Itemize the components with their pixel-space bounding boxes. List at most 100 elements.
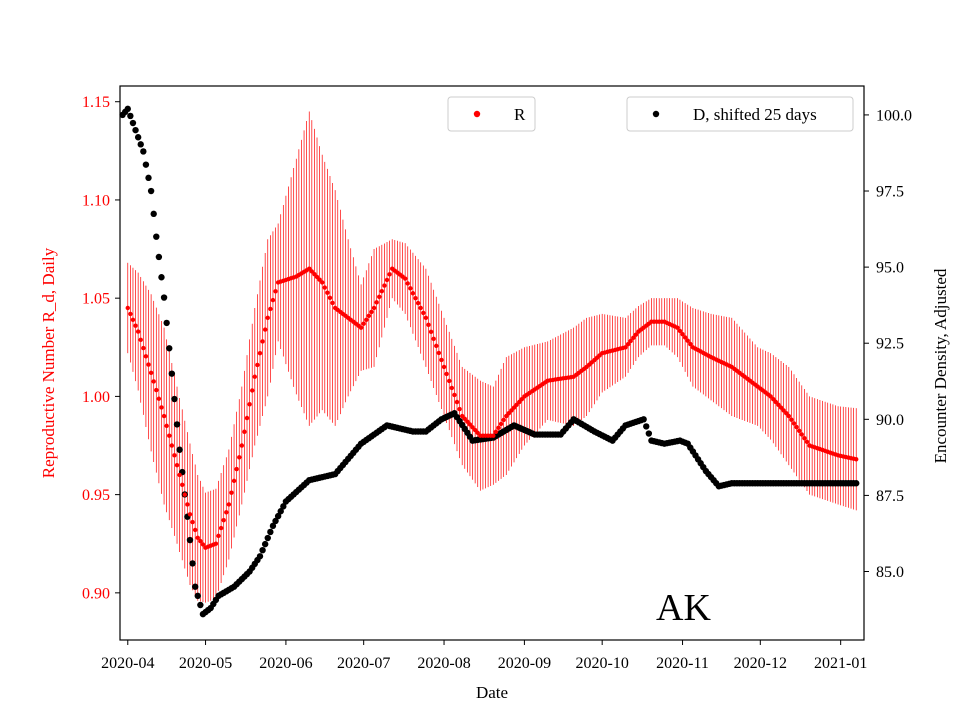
d-point	[197, 601, 204, 609]
r-point	[682, 335, 688, 340]
d-point	[163, 319, 170, 327]
right-y-axis-ticks: 85.0 87.5 90.0 92.5 95.0 97.5 100.0	[864, 107, 912, 581]
legend-r-label: R	[514, 105, 526, 124]
r-point	[459, 413, 465, 419]
r-point	[182, 492, 188, 497]
x-tick-label: 2020-04	[101, 655, 154, 672]
r-point	[423, 315, 429, 321]
r-point	[470, 425, 475, 430]
r-point	[229, 490, 234, 495]
left-y-tick-label: 1.15	[82, 94, 110, 111]
x-tick-label: 2020-12	[734, 655, 787, 672]
d-point	[640, 416, 647, 423]
r-point	[493, 429, 499, 434]
left-y-tick-label: 0.90	[82, 585, 110, 602]
d-point	[129, 119, 137, 127]
left-y-tick-label: 1.10	[82, 192, 110, 209]
r-point	[130, 317, 136, 322]
r-point	[239, 443, 245, 448]
r-point	[408, 286, 413, 291]
right-y-tick-label: 90.0	[876, 412, 904, 429]
r-point	[159, 405, 164, 410]
d-point	[191, 583, 199, 590]
r-point	[252, 374, 257, 379]
d-point	[186, 536, 194, 544]
r-point	[631, 335, 636, 341]
x-tick-label: 2020-11	[656, 655, 709, 672]
x-tick-label: 2020-06	[259, 655, 312, 672]
d-point	[150, 210, 157, 218]
r-point	[221, 517, 226, 523]
d-point	[158, 274, 165, 281]
state-annotation: AK	[656, 587, 711, 629]
r-point	[138, 337, 143, 343]
r-point	[198, 538, 203, 544]
d-point	[269, 522, 277, 530]
d-point	[171, 395, 178, 403]
r-point	[519, 397, 525, 402]
r-point	[242, 429, 247, 434]
d-point	[264, 534, 271, 542]
r-point	[447, 378, 452, 384]
r-point	[255, 362, 260, 368]
r-point	[428, 329, 434, 335]
left-y-tick-label: 0.95	[82, 487, 110, 504]
d-point	[124, 105, 131, 113]
r-point	[491, 433, 496, 438]
r-point	[128, 311, 133, 317]
r-point	[402, 276, 408, 281]
r-series-points	[125, 266, 859, 550]
r-point	[237, 455, 242, 460]
r-point	[514, 402, 519, 408]
r-point	[628, 338, 633, 344]
r-point	[312, 272, 317, 277]
r-point	[307, 266, 312, 271]
r-point	[465, 419, 470, 424]
r-point	[135, 329, 141, 334]
d-point	[147, 187, 155, 195]
r-point	[506, 411, 512, 416]
r-point	[366, 313, 372, 319]
r-point	[439, 357, 444, 363]
r-point	[187, 512, 193, 517]
r-point	[633, 332, 639, 337]
r-point	[784, 411, 789, 416]
right-y-tick-label: 85.0	[876, 564, 904, 581]
r-point	[418, 305, 423, 311]
r-point	[226, 502, 232, 507]
r-point	[164, 423, 169, 429]
legend-d-box	[626, 96, 854, 132]
legend-d-label: D, shifted 25 days	[693, 105, 817, 124]
plot-frame	[119, 85, 865, 641]
d-point	[173, 421, 181, 428]
r-point	[369, 309, 374, 315]
r-point	[677, 328, 683, 334]
r-point	[623, 345, 628, 350]
r-point	[454, 399, 460, 405]
d-point	[261, 540, 269, 548]
r-point	[177, 472, 182, 478]
d-point	[153, 233, 160, 240]
d-point	[176, 446, 183, 453]
left-y-tick-label: 1.05	[82, 291, 110, 308]
r-point	[364, 317, 369, 322]
r-point	[382, 283, 387, 288]
r-point	[444, 371, 449, 377]
r-point	[270, 297, 276, 303]
r-point	[125, 305, 130, 311]
r-point	[802, 435, 807, 441]
d-point	[127, 112, 134, 120]
r-point	[377, 294, 382, 299]
d-point	[272, 517, 279, 525]
legend-r-marker	[473, 110, 481, 118]
r-point	[151, 379, 156, 384]
r-point	[247, 402, 252, 407]
r-point	[218, 525, 224, 531]
r-point	[358, 325, 364, 330]
right-y-tick-label: 95.0	[876, 260, 904, 277]
r-point	[161, 413, 167, 419]
x-tick-label: 2020-07	[337, 655, 390, 672]
r-point	[685, 338, 690, 343]
legend-d-marker	[652, 110, 660, 118]
r-point	[768, 394, 773, 399]
